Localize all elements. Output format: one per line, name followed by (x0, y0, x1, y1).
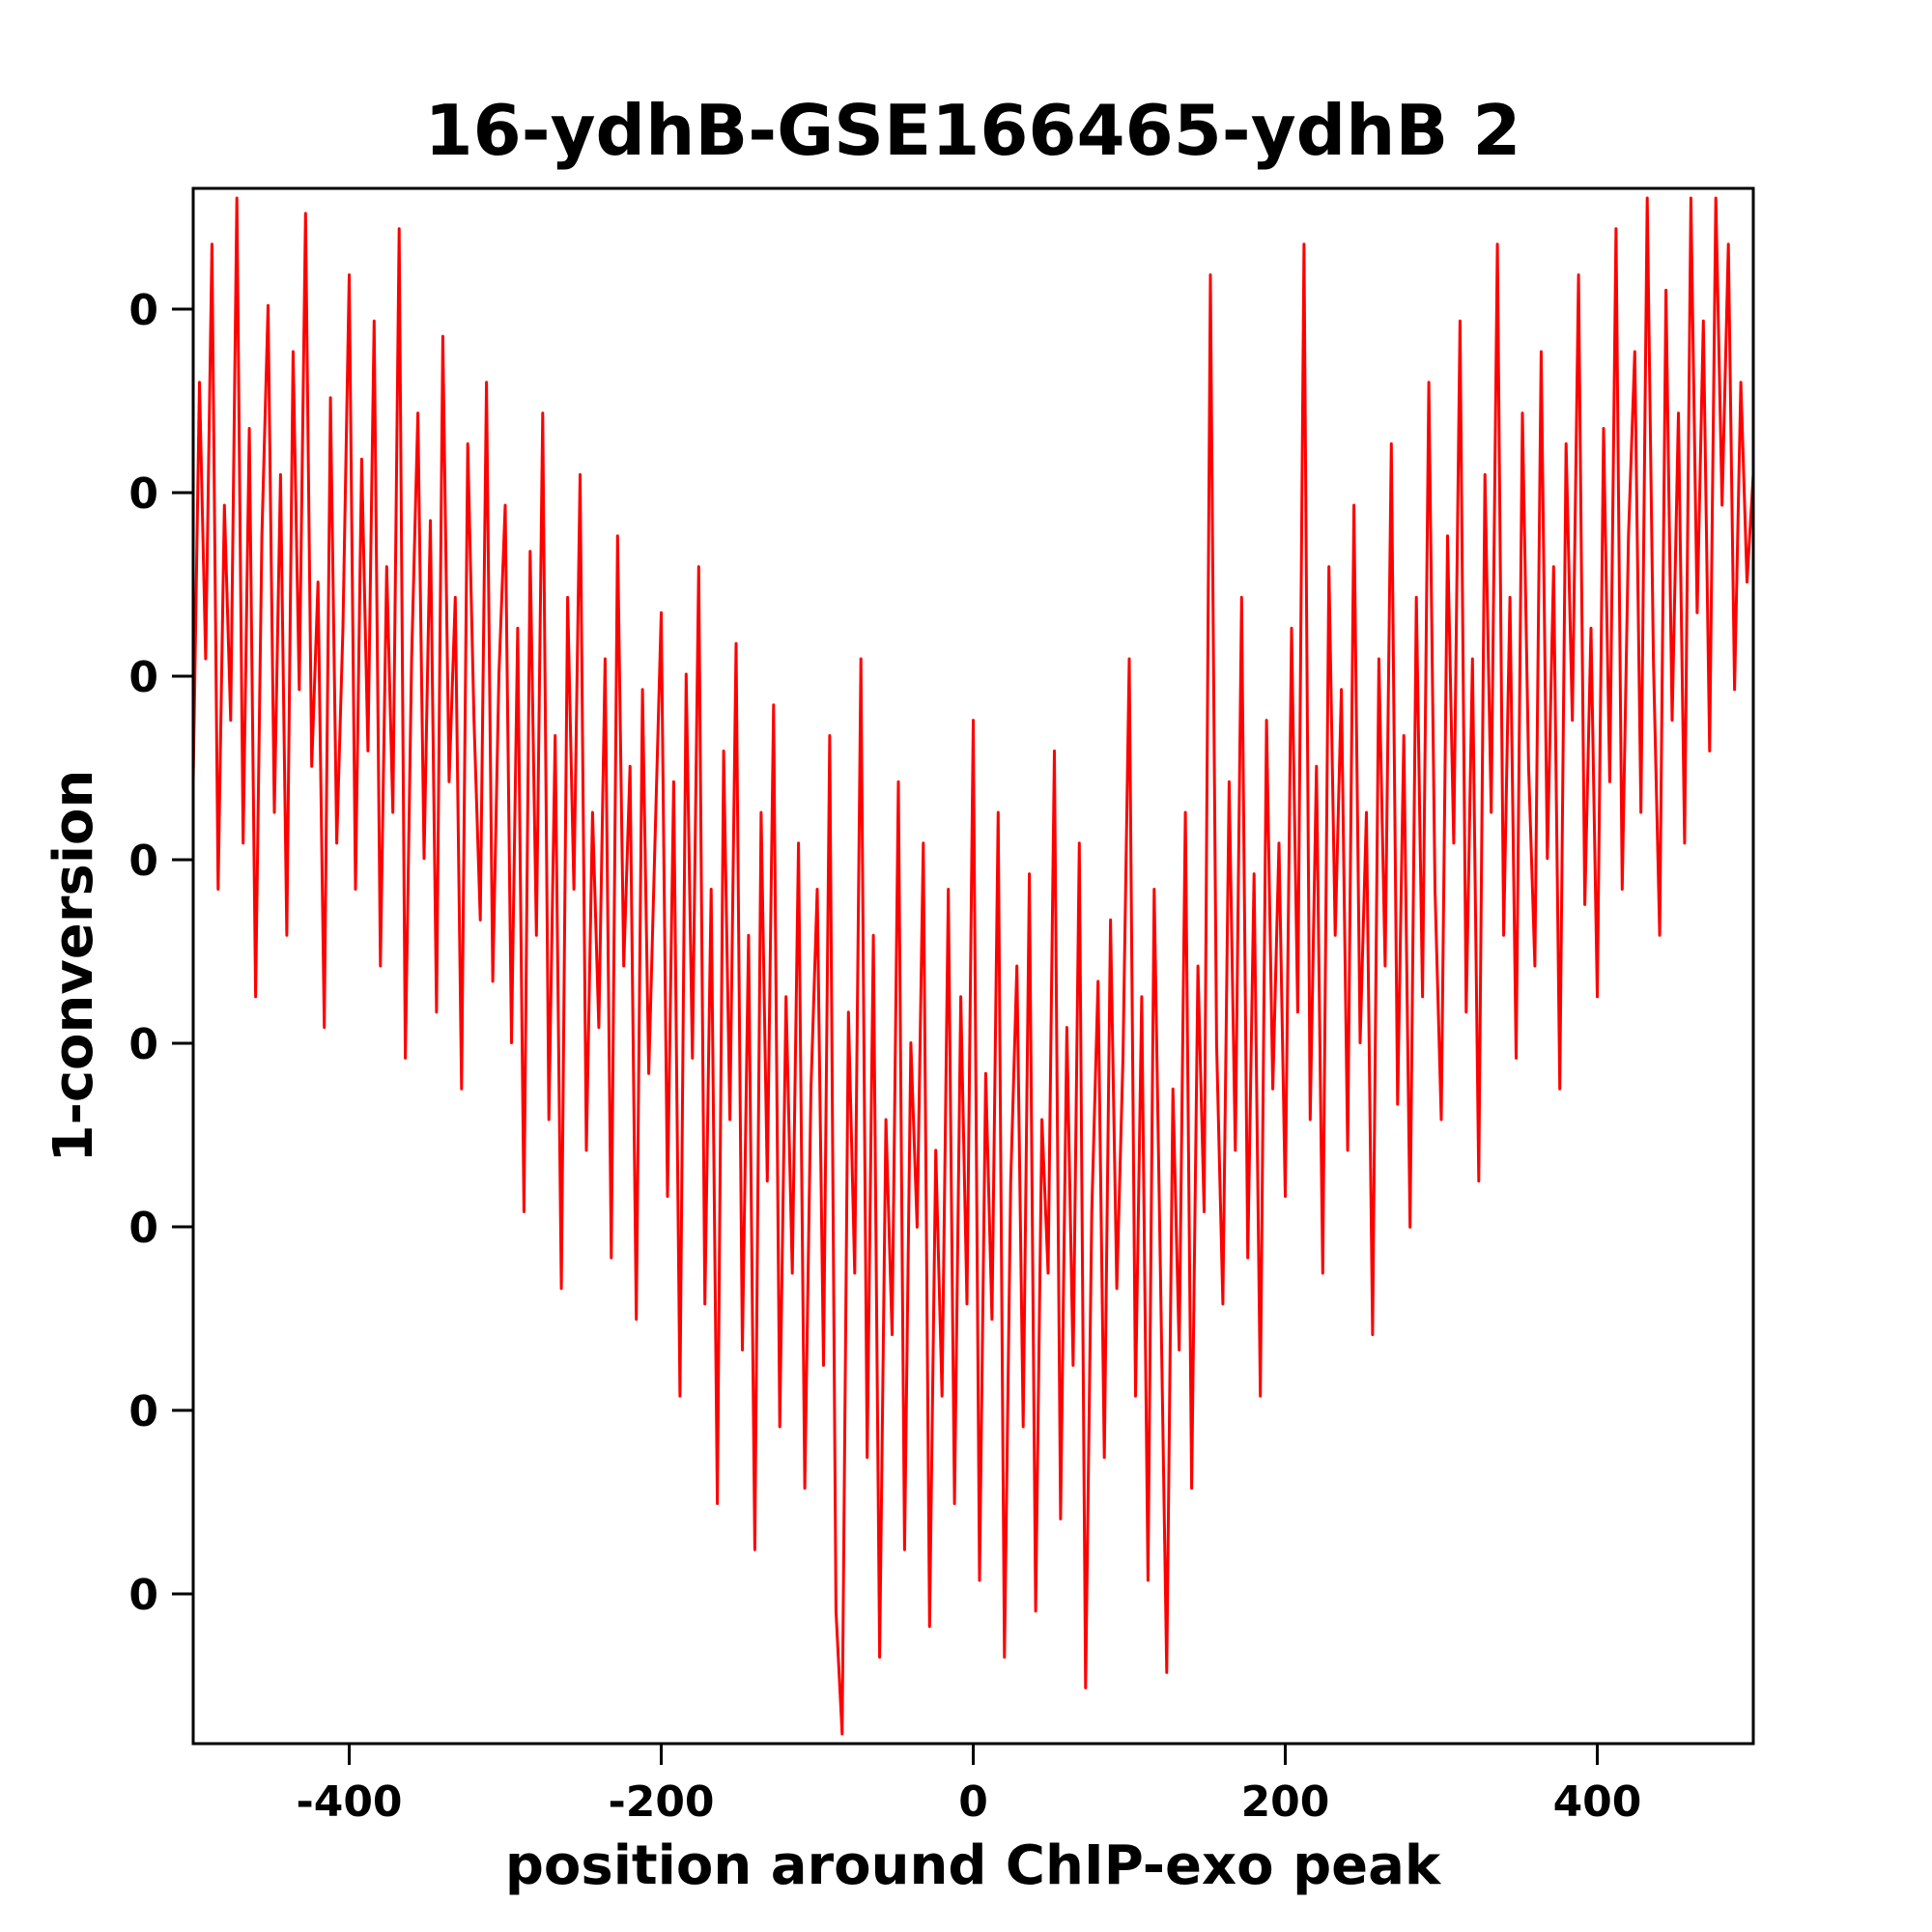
x-tick-label: 0 (958, 1777, 988, 1827)
y-tick-marks (172, 307, 193, 1596)
chart-title: 16-ydhB-GSE166465-ydhB 2 (425, 90, 1521, 171)
x-tick-label: -400 (296, 1777, 402, 1827)
y-tick-label: 0 (128, 1020, 158, 1069)
y-tick-label: 0 (128, 1204, 158, 1253)
y-axis-label: 1-conversion (43, 770, 105, 1163)
y-tick-label: 0 (128, 1571, 158, 1620)
y-tick-label: 0 (128, 1387, 158, 1436)
y-tick-labels: 0 0 0 0 0 0 0 0 (128, 286, 158, 1620)
series-line (191, 196, 1755, 1736)
x-tick-label: 400 (1553, 1777, 1642, 1827)
y-tick-label: 0 (128, 469, 158, 519)
x-axis-label: position around ChIP-exo peak (505, 1834, 1442, 1897)
x-tick-marks (348, 1744, 1599, 1765)
x-tick-labels: -400 -200 0 200 400 (296, 1777, 1641, 1827)
x-tick-label: -200 (608, 1777, 714, 1827)
y-tick-label: 0 (128, 653, 158, 702)
y-tick-label: 0 (128, 837, 158, 886)
plot-area (193, 188, 1753, 1744)
y-tick-label: 0 (128, 286, 158, 335)
x-tick-label: 200 (1241, 1777, 1330, 1827)
